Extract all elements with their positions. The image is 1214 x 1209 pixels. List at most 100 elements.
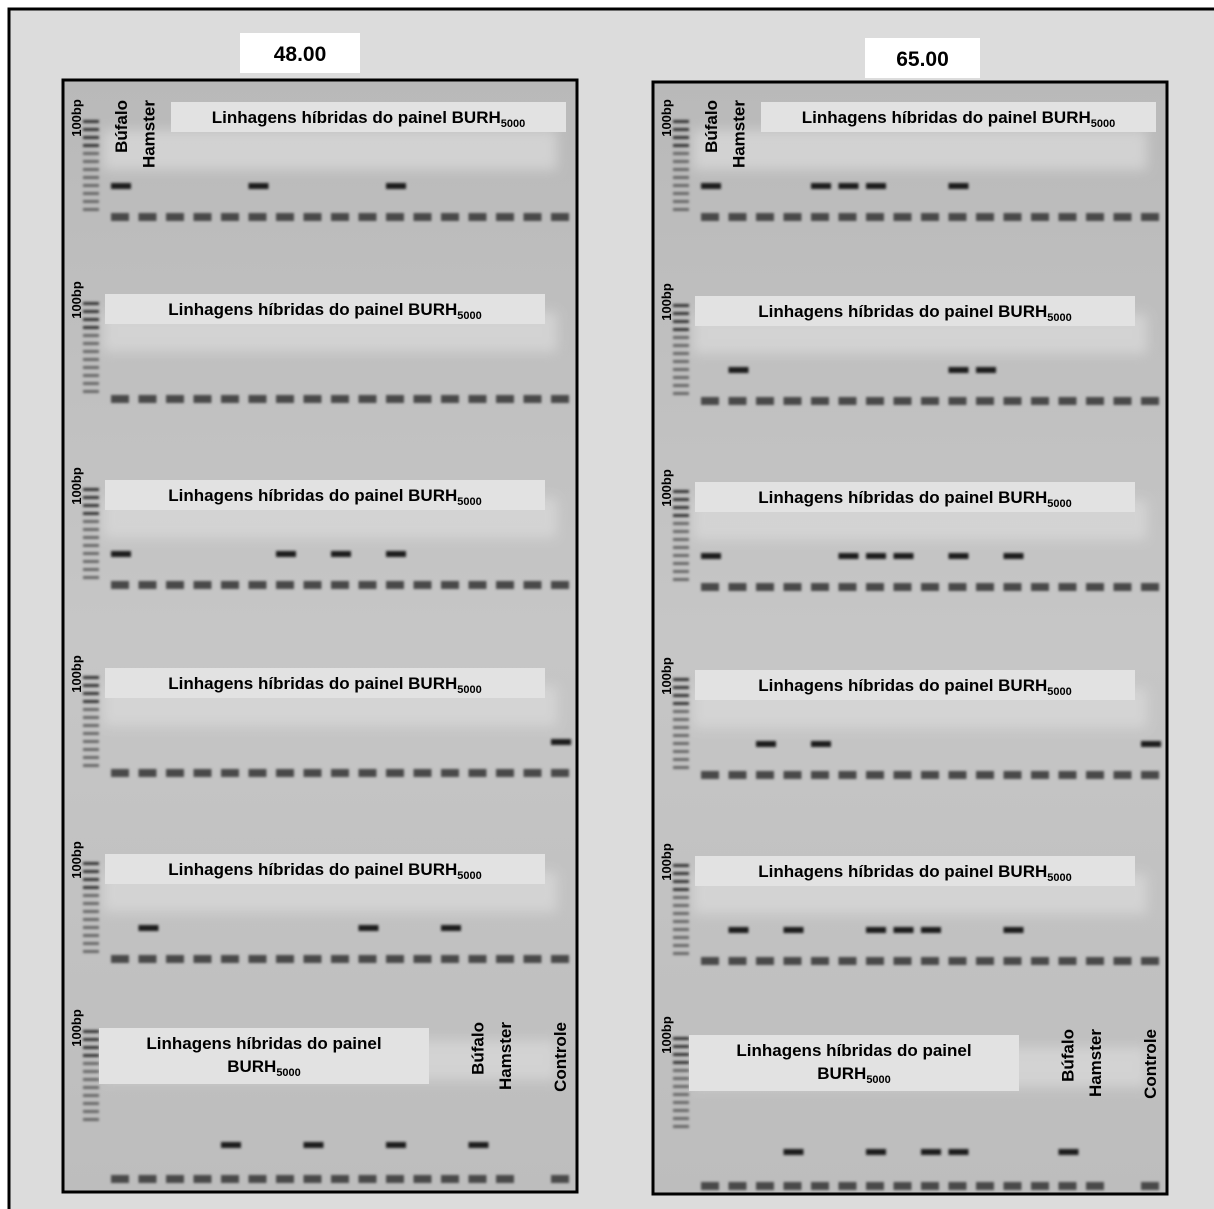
ladder-band <box>673 160 689 163</box>
ladder-band <box>83 318 99 321</box>
ladder-band <box>673 336 689 339</box>
lower-band <box>111 955 129 963</box>
lower-band <box>729 957 747 965</box>
upper-band <box>784 1149 804 1155</box>
ladder-band <box>673 498 689 501</box>
ladder-band <box>673 872 689 875</box>
lower-band <box>194 581 212 589</box>
lower-band <box>1059 583 1077 591</box>
lower-band <box>386 581 404 589</box>
ladder-band <box>83 748 99 751</box>
lower-band <box>111 769 129 777</box>
ladder-band <box>83 544 99 547</box>
lower-band <box>331 581 349 589</box>
row-label-sub: 5000 <box>866 1074 890 1086</box>
ladder-band <box>83 326 99 329</box>
ladder-band <box>83 1078 99 1081</box>
lower-band <box>866 583 884 591</box>
row-label-sub: 5000 <box>501 118 525 130</box>
lower-band <box>811 771 829 779</box>
ladder-band <box>673 392 689 395</box>
lower-band <box>976 397 994 405</box>
lower-band <box>414 1175 432 1183</box>
lower-band <box>1059 397 1077 405</box>
row-label-text: Linhagens híbridas do painel BURH <box>802 108 1091 127</box>
lower-band <box>441 955 459 963</box>
lower-band <box>1141 957 1159 965</box>
row-label: Linhagens híbridas do painel BURH5000 <box>168 674 482 696</box>
row-label: Linhagens híbridas do painel <box>736 1041 971 1060</box>
lower-band <box>1059 957 1077 965</box>
ladder-band <box>83 512 99 515</box>
row-label-sub: 5000 <box>457 496 481 508</box>
lower-band <box>441 395 459 403</box>
lower-band <box>166 213 184 221</box>
ladder-band <box>83 764 99 767</box>
lower-band <box>221 213 239 221</box>
ladder-band <box>83 1102 99 1105</box>
ladder-band <box>83 334 99 337</box>
lower-band <box>976 213 994 221</box>
lower-band <box>894 213 912 221</box>
lower-band <box>811 213 829 221</box>
upper-band <box>921 1149 941 1155</box>
upper-band <box>701 183 721 189</box>
lane-label: Hamster <box>496 1022 515 1090</box>
lower-band <box>839 213 857 221</box>
ladder-band <box>83 576 99 579</box>
lower-band <box>1141 1182 1159 1190</box>
lower-band <box>194 1175 212 1183</box>
lower-band <box>1031 1182 1049 1190</box>
lower-band <box>469 955 487 963</box>
lower-band <box>1004 583 1022 591</box>
upper-band <box>551 739 571 745</box>
lower-band <box>359 213 377 221</box>
lower-band <box>1141 213 1159 221</box>
ladder-band <box>83 1046 99 1049</box>
ladder-band <box>83 1062 99 1065</box>
row-label-text: Linhagens híbridas do painel BURH <box>758 676 1047 695</box>
ladder-band <box>83 1030 99 1033</box>
upper-band <box>866 183 886 189</box>
lower-band <box>949 1182 967 1190</box>
ladder-band <box>673 1061 689 1064</box>
ladder-band <box>83 358 99 361</box>
upper-band <box>139 925 159 931</box>
upper-band <box>1004 927 1024 933</box>
lower-band <box>304 1175 322 1183</box>
ladder-band <box>673 1037 689 1040</box>
row-label: Linhagens híbridas do painel BURH5000 <box>758 302 1072 324</box>
gel-glow <box>103 130 557 170</box>
ladder-band <box>83 942 99 945</box>
ladder-band <box>673 312 689 315</box>
ladder-band <box>673 344 689 347</box>
lower-band <box>1114 397 1132 405</box>
lower-band <box>496 395 514 403</box>
lower-band <box>414 955 432 963</box>
ladder-label: 100bp <box>69 99 84 137</box>
upper-band <box>249 183 269 189</box>
ladder-label: 100bp <box>69 655 84 693</box>
lower-band <box>469 769 487 777</box>
lower-band <box>701 397 719 405</box>
lower-band <box>386 769 404 777</box>
lower-band <box>729 1182 747 1190</box>
lower-band <box>331 213 349 221</box>
lower-band <box>921 583 939 591</box>
upper-band <box>1141 741 1161 747</box>
lower-band <box>701 771 719 779</box>
lower-band <box>166 769 184 777</box>
lower-band <box>701 213 719 221</box>
ladder-band <box>673 538 689 541</box>
lower-band <box>469 395 487 403</box>
ladder-band <box>83 700 99 703</box>
row-label-text: Linhagens híbridas do painel BURH <box>212 108 501 127</box>
lane-label: Búfalo <box>469 1022 488 1075</box>
lower-band <box>551 955 569 963</box>
lower-band <box>139 395 157 403</box>
lane-label: Búfalo <box>112 100 131 153</box>
panel-title: 65.00 <box>896 48 949 71</box>
ladder-band <box>673 490 689 493</box>
ladder-band <box>673 936 689 939</box>
upper-band <box>701 553 721 559</box>
